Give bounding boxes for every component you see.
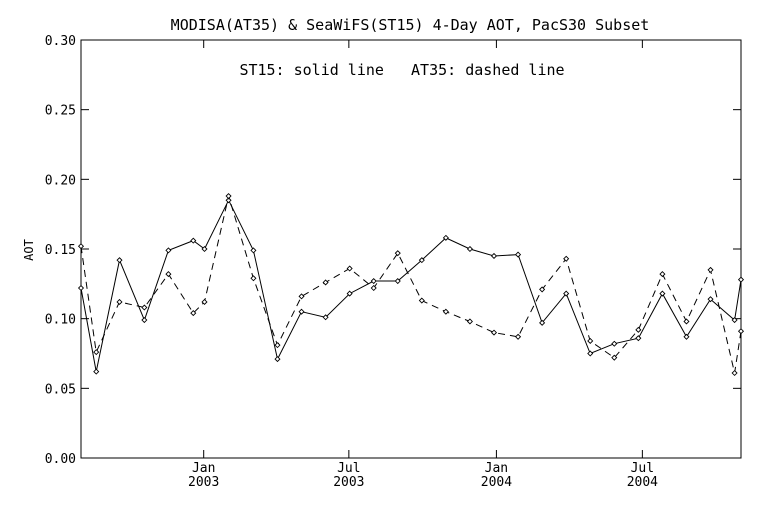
data-point-st15 [563,290,570,297]
data-point-st15 [322,314,329,321]
data-point-st15 [490,252,498,260]
data-point-at35 [539,286,546,293]
data-point-at35 [346,265,353,272]
x-tick-label-year: 2004 [627,475,658,490]
data-point-st15 [466,245,473,253]
x-tick-label-year: 2004 [481,475,512,490]
y-tick-label: 0.30 [45,34,76,49]
data-point-st15 [731,317,738,324]
data-point-st15 [165,247,172,254]
data-point-st15 [298,308,305,315]
data-point-at35 [490,329,498,336]
data-point-st15 [225,197,232,204]
data-point-st15 [707,296,714,303]
data-point-at35 [201,298,208,305]
y-axis: 0.00 0.05 0.10 0.15 0.20 0.25 0.30 [45,34,741,467]
x-tick-label-year: 2003 [333,475,364,490]
data-point-st15 [116,257,123,264]
data-point-st15 [635,335,642,342]
y-tick-label: 0.15 [45,243,76,258]
data-point-at35 [141,304,148,311]
data-point-at35 [274,342,281,349]
data-point-st15 [141,317,148,324]
data-point-st15 [250,247,257,254]
y-axis-label: AOT [22,239,36,261]
data-point-at35 [77,243,85,250]
data-point-st15 [683,333,690,340]
data-point-st15 [346,290,353,297]
series-line-st15 [80,199,742,372]
chart-annotation: ST15: solid line AT35: dashed line [239,61,564,79]
data-point-at35 [659,271,666,278]
data-point-at35 [370,284,377,292]
data-point-st15 [659,290,666,297]
data-point-at35 [635,326,642,333]
data-point-at35 [116,298,123,305]
data-point-at35 [587,337,594,344]
data-point-at35 [515,333,522,340]
y-tick-label: 0.25 [45,104,76,119]
data-point-st15 [201,245,208,253]
data-point-at35 [611,354,618,361]
chart-title: MODISA(AT35) & SeaWiFS(ST15) 4-Day AOT, … [171,16,650,34]
data-point-at35 [93,349,100,356]
data-point-at35 [250,275,257,282]
series-at35 [77,193,745,377]
data-point-at35 [298,293,305,300]
data-point-st15 [442,234,449,241]
x-tick-label-month: Jan [192,461,215,476]
series-st15 [77,197,745,375]
data-point-st15 [190,237,197,244]
data-point-at35 [322,279,329,286]
series-line-at35 [80,194,742,374]
y-tick-label: 0.20 [45,173,76,188]
data-point-st15 [737,276,745,283]
data-point-at35 [190,310,197,317]
data-point-st15 [93,368,100,375]
data-point-st15 [418,257,425,264]
y-tick-label: 0.10 [45,313,76,328]
data-point-st15 [370,278,377,285]
x-tick-label-month: Jan [485,461,508,476]
series-layer [77,193,745,377]
x-tick-label-month: Jul [631,461,654,476]
x-tick-label-year: 2003 [188,475,219,490]
data-point-at35 [394,250,401,257]
data-point-st15 [77,284,85,292]
data-point-st15 [515,251,522,258]
data-point-st15 [587,350,594,357]
data-point-st15 [611,340,618,347]
x-tick-label-month: Jul [337,461,360,476]
data-point-at35 [683,318,690,325]
y-tick-label: 0.00 [45,452,76,467]
data-point-at35 [165,271,172,278]
y-tick-label: 0.05 [45,382,76,397]
data-point-st15 [539,319,546,326]
data-point-at35 [225,193,232,200]
data-point-at35 [563,255,570,262]
data-point-st15 [394,278,401,285]
data-point-at35 [731,369,738,377]
data-point-at35 [418,297,425,304]
data-point-at35 [707,266,714,273]
data-point-at35 [466,318,473,325]
data-point-st15 [274,356,281,363]
data-point-at35 [442,308,449,315]
data-point-at35 [737,328,745,335]
